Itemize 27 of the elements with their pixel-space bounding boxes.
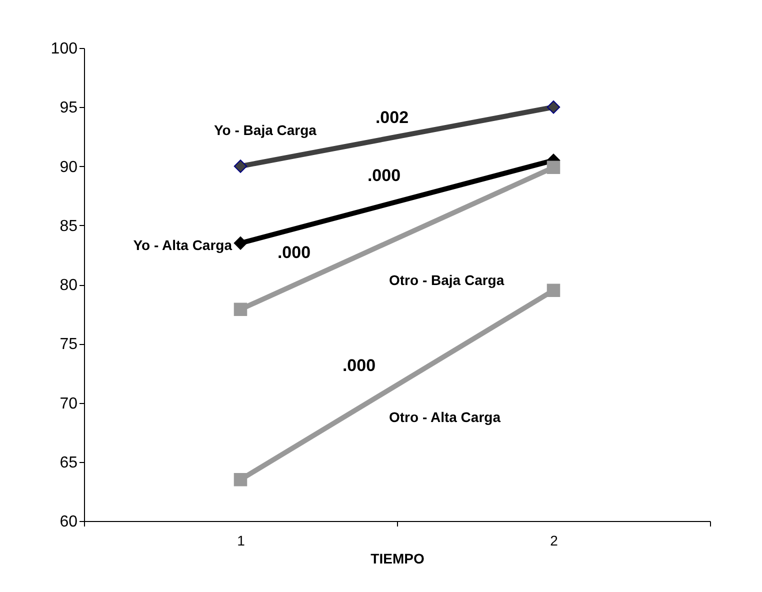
y-tick-label: 75	[60, 336, 78, 354]
y-tick-label: 90	[60, 158, 78, 176]
y-tick-label: 70	[60, 395, 78, 412]
y-tick-label: 95	[60, 100, 78, 117]
point	[234, 302, 248, 316]
point	[546, 160, 560, 174]
y-tick-label: 85	[60, 218, 78, 235]
point	[234, 472, 248, 486]
x-tick-label: 2	[550, 532, 558, 548]
annotation: .000	[342, 356, 376, 375]
y-tick-label: 60	[60, 514, 78, 530]
x-axis-title: TIEMPO	[370, 550, 424, 566]
point	[546, 100, 560, 114]
series-label: Yo - Alta Carga	[133, 237, 232, 253]
point	[546, 284, 560, 298]
y-tick-label: 100	[50, 40, 78, 58]
annotation: .002	[375, 108, 409, 127]
y-tick-label: 65	[60, 454, 78, 472]
y-tick-label: 80	[60, 277, 78, 294]
series-label: Otro - Alta Carga	[389, 409, 501, 425]
x-tick-label: 1	[237, 532, 246, 548]
annotation: .000	[277, 243, 311, 262]
series-label: Otro - Baja Carga	[389, 272, 504, 288]
series-label: Yo - Baja Carga	[214, 122, 317, 138]
point	[234, 236, 248, 250]
annotation: .000	[367, 166, 401, 185]
point	[234, 160, 248, 173]
